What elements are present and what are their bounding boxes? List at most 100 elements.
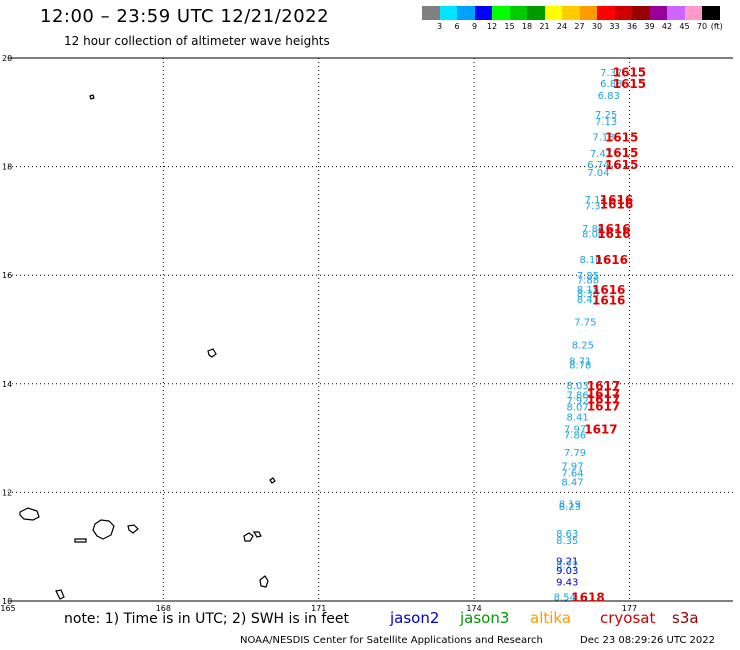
color-scale-label: 45 xyxy=(679,22,690,31)
island-outline xyxy=(74,538,87,543)
wave-height-label: 7.13 xyxy=(592,133,614,144)
credit-line: NOAA/NESDIS Center for Satellite Applica… xyxy=(240,635,543,646)
longitude-tick-label: 171 xyxy=(311,604,326,613)
footer-note: note: 1) Time is in UTC; 2) SWH is in fe… xyxy=(64,611,350,627)
pass-time-label: 1615 xyxy=(605,146,638,160)
pass-time-label: 1617 xyxy=(587,392,620,406)
color-scale-label: 30 xyxy=(591,22,603,31)
pass-time-label: 1616 xyxy=(592,283,625,297)
color-scale-swatch xyxy=(684,6,702,20)
color-scale-label: 39 xyxy=(644,22,655,31)
island-outline xyxy=(92,519,115,540)
wave-height-label: 8.54 xyxy=(554,593,576,604)
color-scale-swatch xyxy=(544,6,562,20)
pass-time-label: 1615 xyxy=(613,77,646,91)
latitude-tick-label: 20 xyxy=(2,54,12,63)
color-scale-label: 24 xyxy=(556,22,568,31)
latitude-tick-label: 18 xyxy=(2,163,12,172)
wave-height-label: 8.10 xyxy=(579,255,601,266)
island-outline xyxy=(252,531,262,538)
color-scale-swatch xyxy=(422,6,440,20)
pass-time-label: 1616 xyxy=(600,198,633,212)
wave-height-label: 7.97 xyxy=(561,461,583,472)
wave-height-label: 8.41 xyxy=(577,295,599,306)
island-outline xyxy=(269,477,276,484)
longitude-tick-label: 165 xyxy=(0,604,15,613)
wave-height-label: 9.43 xyxy=(556,577,578,588)
color-scale-label: 12 xyxy=(486,22,498,31)
wave-height-label: 8.71 xyxy=(569,356,591,367)
island-outline xyxy=(207,348,217,358)
color-scale-swatch xyxy=(439,6,457,20)
color-scale-label: 18 xyxy=(521,22,533,31)
satellite-legend-altika: altika xyxy=(530,609,572,627)
pass-time-label: 1616 xyxy=(592,294,625,308)
island-outline xyxy=(243,532,254,542)
island-outline xyxy=(19,507,40,521)
wave-height-label: 8.00 xyxy=(582,229,604,240)
color-scale-label: 27 xyxy=(574,22,585,31)
color-scale-swatch xyxy=(509,6,527,20)
pass-time-label: 1617 xyxy=(587,387,620,401)
wave-height-label: 8.78 xyxy=(569,360,591,371)
longitude-tick-label: 174 xyxy=(466,604,481,613)
wave-height-color-scale xyxy=(422,6,720,20)
generated-timestamp: Dec 23 08:29:26 UTC 2022 xyxy=(580,635,715,646)
wave-height-label: 7.25 xyxy=(595,110,617,121)
latitude-tick-label: 16 xyxy=(2,271,12,280)
satellite-legend-jason3: jason3 xyxy=(460,609,510,627)
wave-height-label: 7.86 xyxy=(567,391,589,402)
latitude-tick-label: 12 xyxy=(2,488,12,497)
color-scale-label: 21 xyxy=(539,22,550,31)
color-scale-swatch xyxy=(579,6,597,20)
longitude-tick-label: 177 xyxy=(622,604,637,613)
color-scale-labels: 3 6 9 12 15 18 21 24 27 30 33 36 39 42 45 70 (ft) xyxy=(422,22,740,34)
satellite-legend-jason2: jason2 xyxy=(390,609,440,627)
pass-time-label: 1617 xyxy=(584,422,617,436)
color-scale-label: 42 xyxy=(661,22,673,31)
wave-height-label: 7.85 xyxy=(577,271,599,282)
wave-height-label: 7.37 xyxy=(585,202,607,213)
pass-time-label: 1615 xyxy=(605,131,638,145)
wave-height-label: 7.47 xyxy=(590,149,612,160)
wave-height-label: 7.13 xyxy=(595,117,617,128)
color-scale-swatch xyxy=(457,6,475,20)
island-outline xyxy=(259,575,269,588)
color-scale-swatch xyxy=(527,6,545,20)
latitude-tick-label: 14 xyxy=(2,380,12,389)
wave-height-label: 7.64 xyxy=(561,468,583,479)
wave-height-label: 8.19 xyxy=(559,499,581,510)
island-outline xyxy=(127,524,139,534)
wave-height-label: 7.79 xyxy=(564,448,586,459)
wave-height-label: 7.86 xyxy=(582,224,604,235)
satellite-legend-cryosat: cryosat xyxy=(600,609,656,627)
wave-height-label: 8.63 xyxy=(556,529,578,540)
wave-height-label: 7.86 xyxy=(564,430,586,441)
longitude-tick-label: 168 xyxy=(156,604,171,613)
pass-time-label: 1617 xyxy=(587,400,620,414)
color-scale-swatch xyxy=(632,6,650,20)
color-scale-label: 33 xyxy=(609,22,620,31)
wave-height-label: 7.04 xyxy=(587,168,609,179)
pass-time-label: 1616 xyxy=(597,222,630,236)
wave-height-label: 6.74 xyxy=(587,160,609,171)
color-scale-label: 3 xyxy=(436,22,443,31)
color-scale-swatch xyxy=(474,6,492,20)
color-scale-label: 15 xyxy=(504,22,515,31)
wave-height-label: 8.77 xyxy=(556,561,578,572)
color-scale-label: 6 xyxy=(454,22,460,31)
wave-height-label: 7.88 xyxy=(577,276,599,287)
wave-height-label: 6.83 xyxy=(598,91,620,102)
pass-time-label: 1616 xyxy=(595,253,628,267)
wave-height-label: 7.92 xyxy=(567,396,589,407)
wave-height-label: 8.30 xyxy=(577,289,599,300)
color-scale-label: 70 xyxy=(696,22,708,31)
satellite-legend-s3a: s3a xyxy=(672,609,699,627)
pass-time-label: 1615 xyxy=(613,66,646,80)
wave-height-label: 7.37 xyxy=(600,68,622,79)
wave-height-label: 8.23 xyxy=(559,502,581,513)
wave-height-label: 7.75 xyxy=(574,317,596,328)
wave-height-label: 7.97 xyxy=(564,424,586,435)
color-scale-swatch xyxy=(667,6,685,20)
